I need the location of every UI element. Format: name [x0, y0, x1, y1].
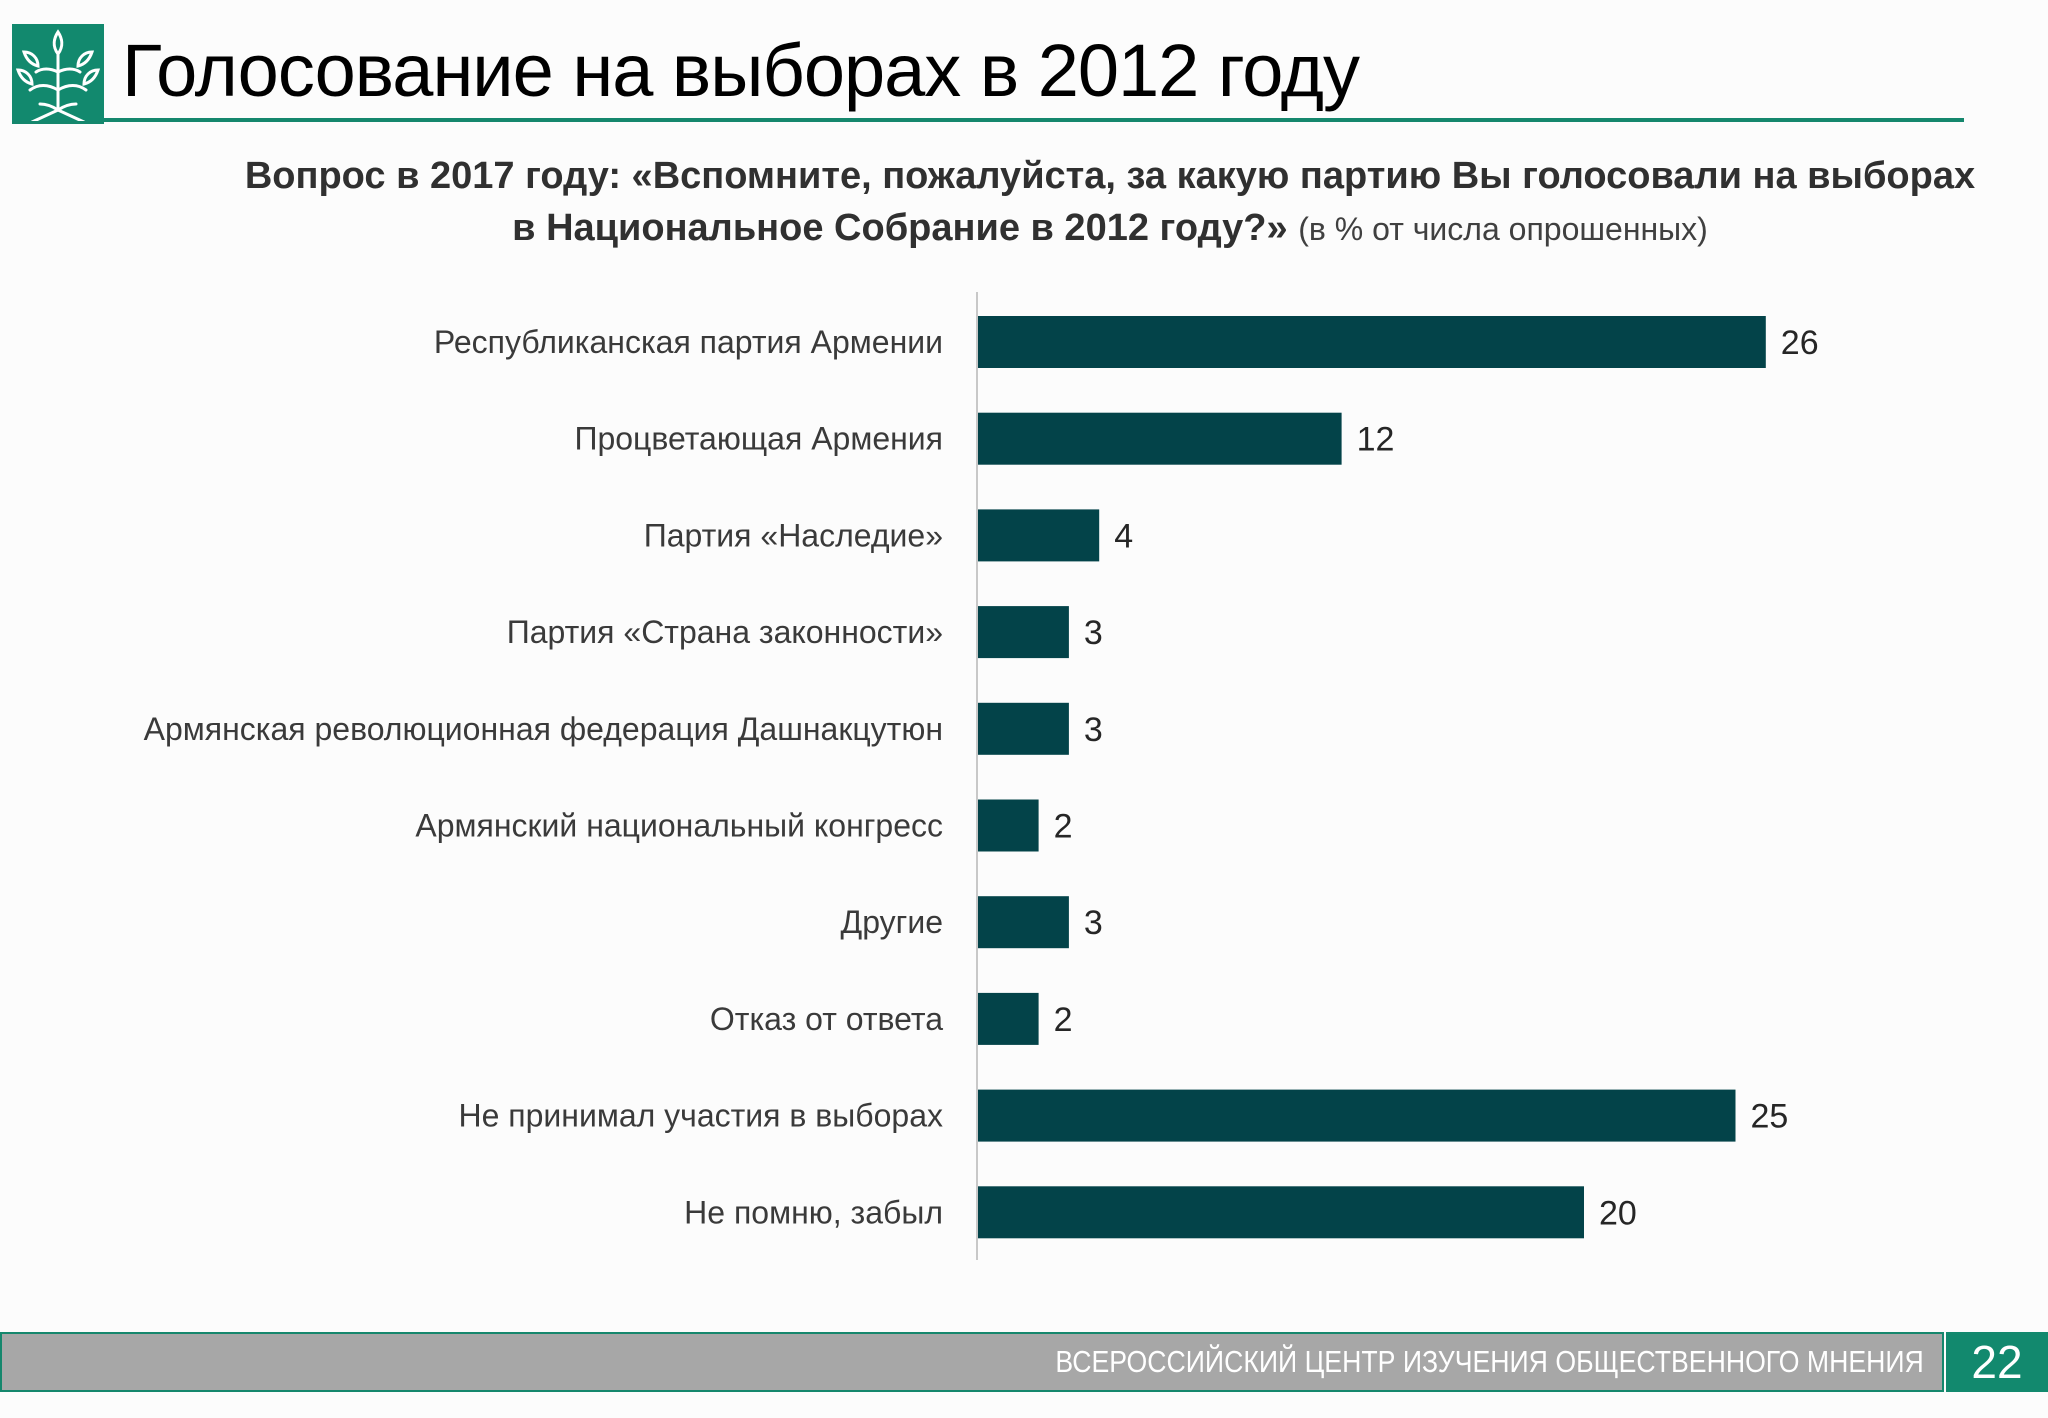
bar: [978, 1186, 1584, 1239]
logo-underline: [12, 121, 104, 124]
bar: [978, 992, 1039, 1045]
data-label: 3: [1084, 904, 1103, 942]
title-underline: [104, 118, 1964, 122]
data-label: 12: [1357, 421, 1395, 459]
tree-leaf-icon: [15, 29, 101, 124]
bar: [978, 316, 1766, 368]
category-label: Армянский национальный конгресс: [415, 808, 943, 844]
data-label: 3: [1084, 614, 1103, 652]
category-label: Не помню, забыл: [684, 1194, 943, 1230]
data-label: 20: [1599, 1194, 1637, 1232]
bar: [978, 509, 1100, 562]
bar: [978, 799, 1039, 852]
bar-chart: Республиканская партия Армении 26 Процвета…: [144, 292, 1819, 1260]
footer-bar: ВСЕРОССИЙСКИЙ ЦЕНТР ИЗУЧЕНИЯ ОБЩЕСТВЕННО…: [0, 1332, 1944, 1392]
category-label: Другие: [841, 904, 943, 940]
page-number: 22: [1946, 1332, 2048, 1392]
bar: [978, 1089, 1736, 1142]
data-label: 2: [1054, 1001, 1073, 1039]
data-label: 2: [1054, 808, 1073, 846]
data-label: 25: [1751, 1098, 1789, 1136]
bar: [978, 412, 1342, 465]
logo: [12, 24, 104, 124]
category-label: Отказ от ответа: [710, 1001, 943, 1037]
category-label: Партия «Страна законности»: [507, 614, 943, 650]
bar: [978, 606, 1069, 659]
page-title: Голосование на выборах в 2012 году: [122, 29, 1360, 112]
category-label: Партия «Наследие»: [644, 517, 943, 553]
data-label: 3: [1084, 711, 1103, 749]
question-unit: (в % от числа опрошенных): [1298, 211, 1708, 247]
footer-organization: ВСЕРОССИЙСКИЙ ЦЕНТР ИЗУЧЕНИЯ ОБЩЕСТВЕННО…: [1055, 1344, 1924, 1379]
question-text: Вопрос в 2017 году: «Вспомните, пожалуйс…: [244, 155, 1976, 249]
data-label: 26: [1781, 324, 1819, 362]
category-label: Армянская революционная федерация Дашнак…: [144, 711, 943, 747]
data-label: 4: [1114, 517, 1133, 555]
category-label: Процветающая Армения: [574, 421, 943, 457]
category-label: Не принимал участия в выборах: [458, 1098, 943, 1134]
survey-question: Вопрос в 2017 году: «Вспомните, пожалуйс…: [240, 150, 1980, 255]
category-label: Республиканская партия Армении: [434, 324, 943, 360]
bar: [978, 702, 1069, 755]
bar: [978, 896, 1069, 949]
